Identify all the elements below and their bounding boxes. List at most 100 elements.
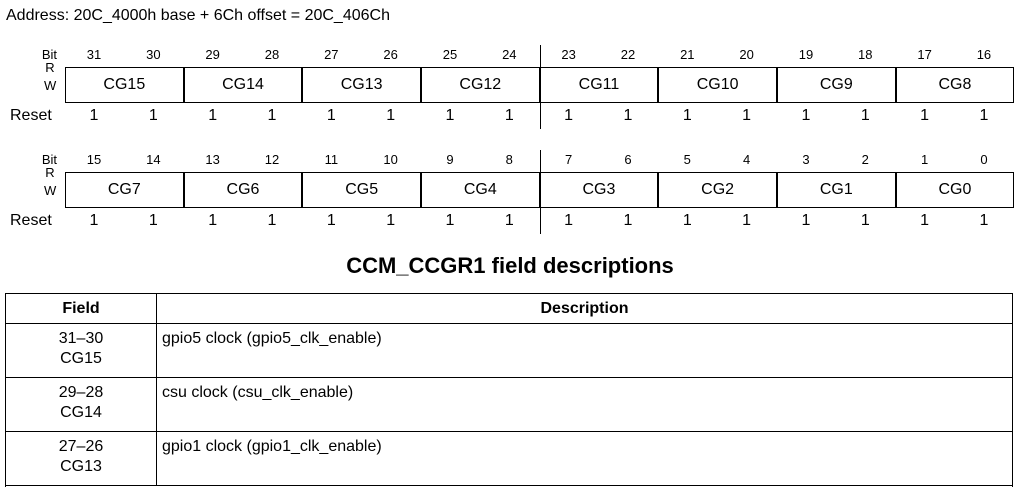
bit-number: 14: [146, 152, 161, 167]
reset-value: 1: [148, 212, 158, 229]
bit-number: 23: [561, 47, 576, 62]
bit-label: Bit: [41, 152, 57, 167]
bit-number: 25: [442, 47, 458, 62]
divider: [540, 150, 541, 234]
bit-number: 29: [205, 47, 220, 62]
reset-value: 1: [148, 107, 158, 124]
reset-value: 1: [89, 107, 99, 124]
reset-value: 1: [208, 107, 218, 124]
bit-number: 11: [324, 152, 339, 167]
bit-number: 16: [976, 47, 992, 62]
reset-value: 1: [623, 212, 633, 229]
field-name: CG15: [60, 350, 102, 367]
field-description: csu clock (csu_clk_enable): [162, 384, 354, 401]
bit-number: 21: [680, 47, 695, 62]
field-box: CG2: [658, 172, 777, 208]
bit-number: 1: [920, 152, 929, 167]
reset-value: 1: [623, 107, 633, 124]
field-description: gpio5 clock (gpio5_clk_enable): [162, 330, 382, 347]
reset-value: 1: [89, 212, 99, 229]
field-box: CG15: [65, 67, 184, 103]
reset-value: 1: [860, 212, 870, 229]
bit-number: 5: [683, 152, 691, 167]
field-name: CG13: [60, 458, 102, 475]
bit-number: 20: [739, 47, 754, 62]
bit-number: 12: [264, 152, 280, 167]
reset-value: 1: [504, 107, 514, 124]
bit-number: 27: [324, 47, 339, 62]
bit-number: 30: [146, 47, 161, 62]
bit-number: 10: [383, 152, 398, 167]
field-box: CG12: [420, 67, 540, 103]
rw-label: R: [45, 60, 55, 75]
bit-number: 24: [502, 47, 517, 62]
reset-label: Reset: [10, 107, 52, 124]
reset-value: 1: [920, 212, 930, 229]
reset-value: 1: [682, 107, 692, 124]
bit-number: 8: [505, 152, 513, 167]
reset-value: 1: [445, 212, 455, 229]
field-box: CG13: [302, 67, 421, 103]
reset-value: 1: [682, 212, 692, 229]
reset-value: 1: [860, 107, 870, 124]
field-box: CG9: [776, 67, 896, 103]
bit-number: 18: [858, 47, 873, 62]
table-title: CCM_CCGR1 field descriptions: [346, 253, 674, 278]
field-box: CG4: [420, 172, 540, 208]
bit-number: 26: [383, 47, 398, 62]
reset-value: 1: [386, 107, 396, 124]
bit-number: 6: [624, 152, 632, 167]
reset-value: 1: [504, 212, 514, 229]
description-cell: [157, 431, 1013, 486]
reset-value: 1: [267, 107, 277, 124]
address: Address: 20C_4000h base + 6Ch offset = 2…: [6, 7, 390, 24]
field-box: CG11: [539, 67, 659, 103]
bit-number: 19: [798, 47, 814, 62]
reset-label: Reset: [10, 212, 52, 229]
field-box: CG7: [65, 172, 184, 208]
bit-number: 28: [264, 47, 280, 62]
reset-value: 1: [742, 107, 752, 124]
reset-value: 1: [208, 212, 218, 229]
field-box: CG0: [895, 172, 1015, 208]
bit-number: 17: [917, 47, 932, 62]
bit-number: 31: [86, 47, 102, 62]
field-box: CG10: [658, 67, 777, 103]
reset-value: 1: [326, 212, 336, 229]
rw-label: W: [44, 78, 57, 93]
reset-value: 1: [979, 107, 989, 124]
reset-value: 1: [801, 212, 811, 229]
divider: [540, 45, 541, 129]
field-bits: 31–30: [58, 330, 104, 347]
field-box: CG14: [183, 67, 303, 103]
field-bits: 29–28: [58, 384, 104, 401]
bit-number: 2: [861, 152, 869, 167]
field-cell: [5, 431, 157, 486]
bit-number: 13: [205, 152, 220, 167]
field-box: CG5: [302, 172, 421, 208]
bit-number: 15: [86, 152, 102, 167]
field-bits: 27–26: [58, 438, 104, 455]
rw-label: R: [45, 165, 55, 180]
field-name: CG14: [60, 404, 102, 421]
bit-number: 7: [565, 152, 573, 167]
bit-number: 4: [743, 152, 751, 167]
reset-value: 1: [267, 212, 277, 229]
reset-value: 1: [386, 212, 396, 229]
table-header: Field: [5, 293, 157, 324]
rw-label: W: [44, 183, 57, 198]
reset-value: 1: [445, 107, 455, 124]
reset-value: 1: [326, 107, 336, 124]
bit-number: 3: [802, 152, 810, 167]
bit-number: 22: [620, 47, 636, 62]
reset-value: 1: [801, 107, 811, 124]
bit-number: 0: [980, 152, 988, 167]
field-box: CG8: [895, 67, 1015, 103]
reset-value: 1: [742, 212, 752, 229]
reset-value: 1: [979, 212, 989, 229]
reset-value: 1: [564, 212, 574, 229]
reset-value: 1: [564, 107, 574, 124]
field-box: CG1: [776, 172, 896, 208]
field-box: CG3: [539, 172, 659, 208]
